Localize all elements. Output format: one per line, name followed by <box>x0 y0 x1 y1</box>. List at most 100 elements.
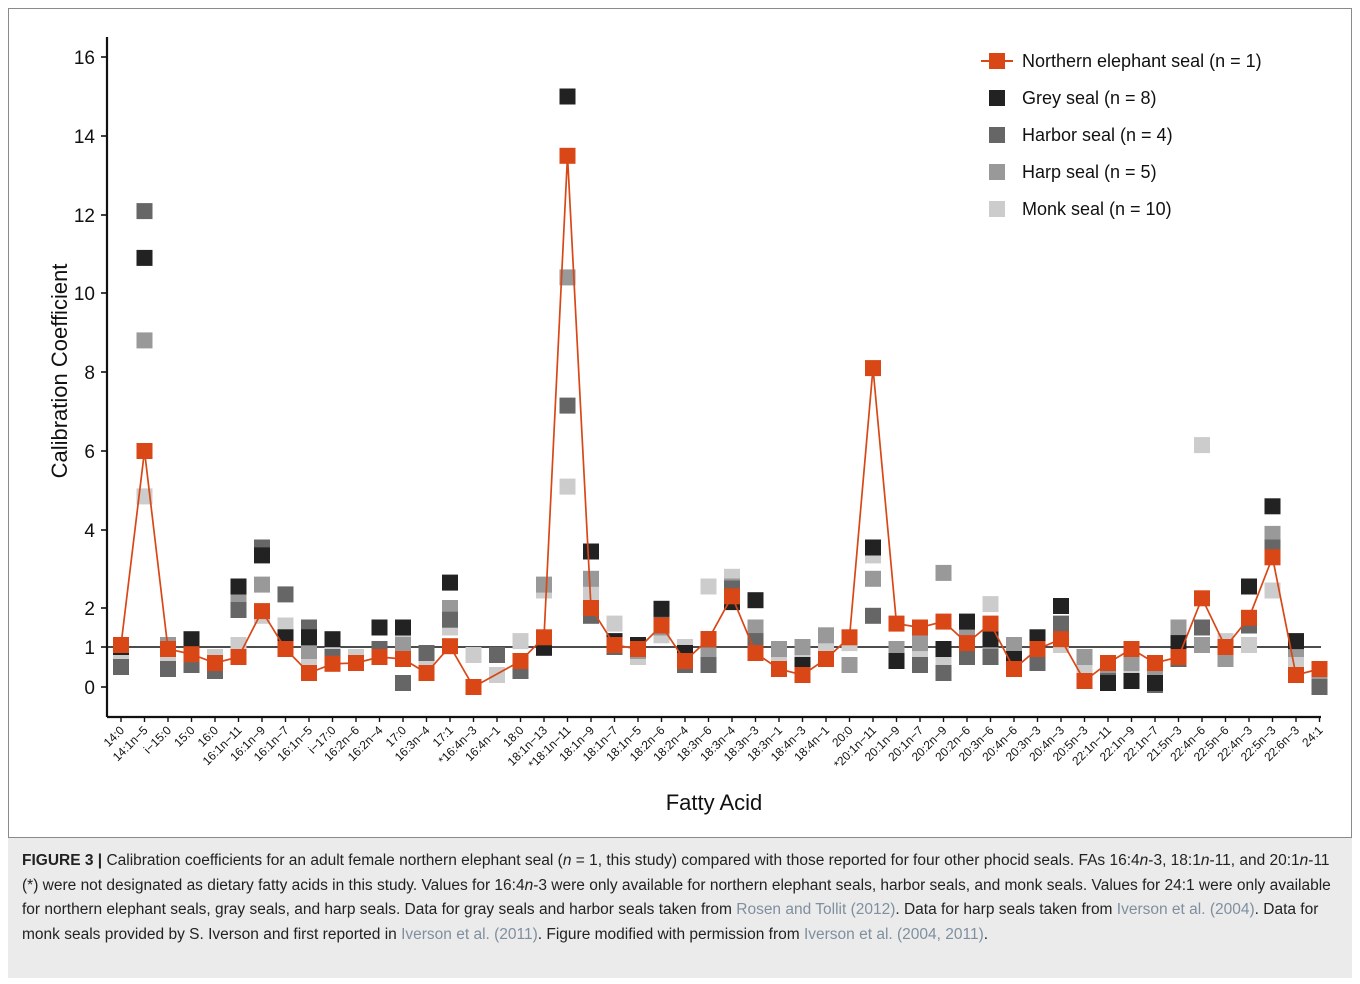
legend-swatch <box>989 90 1005 106</box>
data-point-harbor-seal <box>559 397 576 414</box>
y-tick-label: 8 <box>84 363 95 384</box>
y-tick-label: 2 <box>84 599 95 620</box>
data-point-northern-elephant-seal <box>700 631 717 648</box>
data-point-northern-elephant-seal <box>1170 649 1187 665</box>
data-point-northern-elephant-seal <box>136 443 153 459</box>
data-point-northern-elephant-seal <box>1053 631 1069 648</box>
data-point-grey-seal <box>559 88 576 105</box>
series-line-northern-elephant-seal <box>120 155 1320 689</box>
data-point-northern-elephant-seal <box>888 615 905 632</box>
y-tick-label: 16 <box>74 48 95 69</box>
data-point-northern-elephant-seal <box>606 637 623 653</box>
data-point-monk-seal <box>606 615 623 632</box>
legend-label: Harbor seal (n = 4) <box>1022 125 1173 145</box>
data-point-northern-elephant-seal <box>442 638 458 655</box>
data-point-grey-seal <box>1053 598 1069 614</box>
data-point-northern-elephant-seal <box>677 653 693 669</box>
data-point-monk-seal <box>1194 437 1210 454</box>
data-point-monk-seal <box>512 633 529 650</box>
caption-text: . Figure modified with permission from <box>537 925 804 943</box>
caption-italic-n: n <box>1139 852 1149 869</box>
data-point-northern-elephant-seal <box>935 613 952 630</box>
data-point-harp-seal <box>583 570 599 587</box>
data-point-harp-seal <box>1170 619 1187 636</box>
data-point-northern-elephant-seal <box>1311 661 1328 677</box>
caption-reference-link[interactable]: Iverson et al. (2004, 2011) <box>803 925 984 943</box>
data-point-grey-seal <box>324 631 341 648</box>
y-tick-label: 0 <box>84 678 95 699</box>
data-point-northern-elephant-seal <box>465 679 482 695</box>
data-point-grey-seal <box>583 543 599 560</box>
data-point-northern-elephant-seal <box>1147 655 1163 671</box>
data-point-northern-elephant-seal <box>747 645 764 661</box>
data-point-grey-seal <box>371 619 388 636</box>
data-point-monk-seal <box>700 578 717 595</box>
data-point-northern-elephant-seal <box>254 603 270 620</box>
data-point-monk-seal <box>465 647 482 663</box>
caption-reference-link[interactable]: Iverson et al. (2011) <box>401 925 538 943</box>
data-point-harbor-seal <box>395 675 411 691</box>
y-tick-label: 14 <box>74 127 96 148</box>
data-point-northern-elephant-seal <box>536 629 552 646</box>
legend-label: Northern elephant seal (n = 1) <box>1022 51 1262 71</box>
data-point-northern-elephant-seal <box>395 651 411 667</box>
data-point-harbor-seal <box>418 645 435 661</box>
data-point-northern-elephant-seal <box>1264 549 1281 566</box>
data-point-northern-elephant-seal <box>794 667 811 683</box>
data-point-grey-seal <box>1288 633 1304 650</box>
data-point-monk-seal <box>1241 637 1257 653</box>
legend-swatch <box>989 53 1005 69</box>
caption-reference-link[interactable]: Iverson et al. (2004) <box>1116 901 1255 918</box>
axes: 0124681012141614:014:1n−5i−15:015:016:01… <box>74 37 1326 771</box>
data-point-harbor-seal <box>1194 619 1210 636</box>
data-point-harp-seal <box>536 576 552 593</box>
data-point-northern-elephant-seal <box>1123 641 1140 657</box>
data-point-harbor-seal <box>136 203 153 220</box>
data-point-harp-seal <box>935 564 952 581</box>
data-point-northern-elephant-seal <box>1288 667 1304 683</box>
caption-italic-n: n <box>524 876 534 894</box>
data-point-northern-elephant-seal <box>207 655 223 671</box>
data-point-grey-seal <box>1264 498 1281 515</box>
data-point-northern-elephant-seal <box>1006 661 1022 677</box>
data-point-harp-seal <box>771 641 787 657</box>
data-point-northern-elephant-seal <box>1100 655 1116 671</box>
data-point-harp-seal <box>254 576 270 593</box>
data-point-northern-elephant-seal <box>959 635 975 652</box>
data-point-harbor-seal <box>982 649 999 665</box>
caption-reference-link[interactable]: Rosen and Tollit (2012) <box>736 901 896 918</box>
data-marks <box>107 88 1328 695</box>
legend-label: Grey seal (n = 8) <box>1022 88 1157 108</box>
data-point-harbor-seal <box>160 661 176 677</box>
data-point-northern-elephant-seal <box>160 641 176 657</box>
figure-caption: FIGURE 3 | Calibration coefficients for … <box>8 838 1352 978</box>
data-point-northern-elephant-seal <box>324 655 341 672</box>
data-point-northern-elephant-seal <box>818 651 834 667</box>
data-point-grey-seal <box>1147 675 1163 691</box>
data-point-monk-seal <box>489 667 505 683</box>
data-point-northern-elephant-seal <box>113 637 129 653</box>
data-point-harbor-seal <box>113 659 129 675</box>
data-point-northern-elephant-seal <box>1076 673 1093 689</box>
x-tick-label: 15:0 <box>171 723 198 750</box>
data-point-harp-seal <box>747 619 764 636</box>
caption-italic-n: n <box>1200 852 1210 869</box>
data-point-northern-elephant-seal <box>418 665 435 681</box>
data-point-grey-seal <box>865 539 881 556</box>
caption-italic-n: n <box>562 852 572 869</box>
data-point-harbor-seal <box>230 602 247 618</box>
data-point-grey-seal <box>747 592 764 609</box>
y-tick-label: 6 <box>84 442 95 463</box>
data-point-northern-elephant-seal <box>583 600 599 616</box>
data-point-harp-seal <box>136 332 153 349</box>
data-point-harp-seal <box>1194 637 1210 653</box>
data-point-harp-seal <box>912 635 928 652</box>
data-point-monk-seal <box>1264 582 1281 599</box>
caption-text: -11 (*) were not designated as dietary f… <box>22 852 1330 894</box>
data-point-harbor-seal <box>489 647 505 663</box>
legend-label: Harp seal (n = 5) <box>1022 162 1157 182</box>
y-tick-label: 1 <box>84 638 95 659</box>
data-point-northern-elephant-seal <box>559 147 576 164</box>
caption-text: -3, 18:1 <box>1148 852 1201 869</box>
